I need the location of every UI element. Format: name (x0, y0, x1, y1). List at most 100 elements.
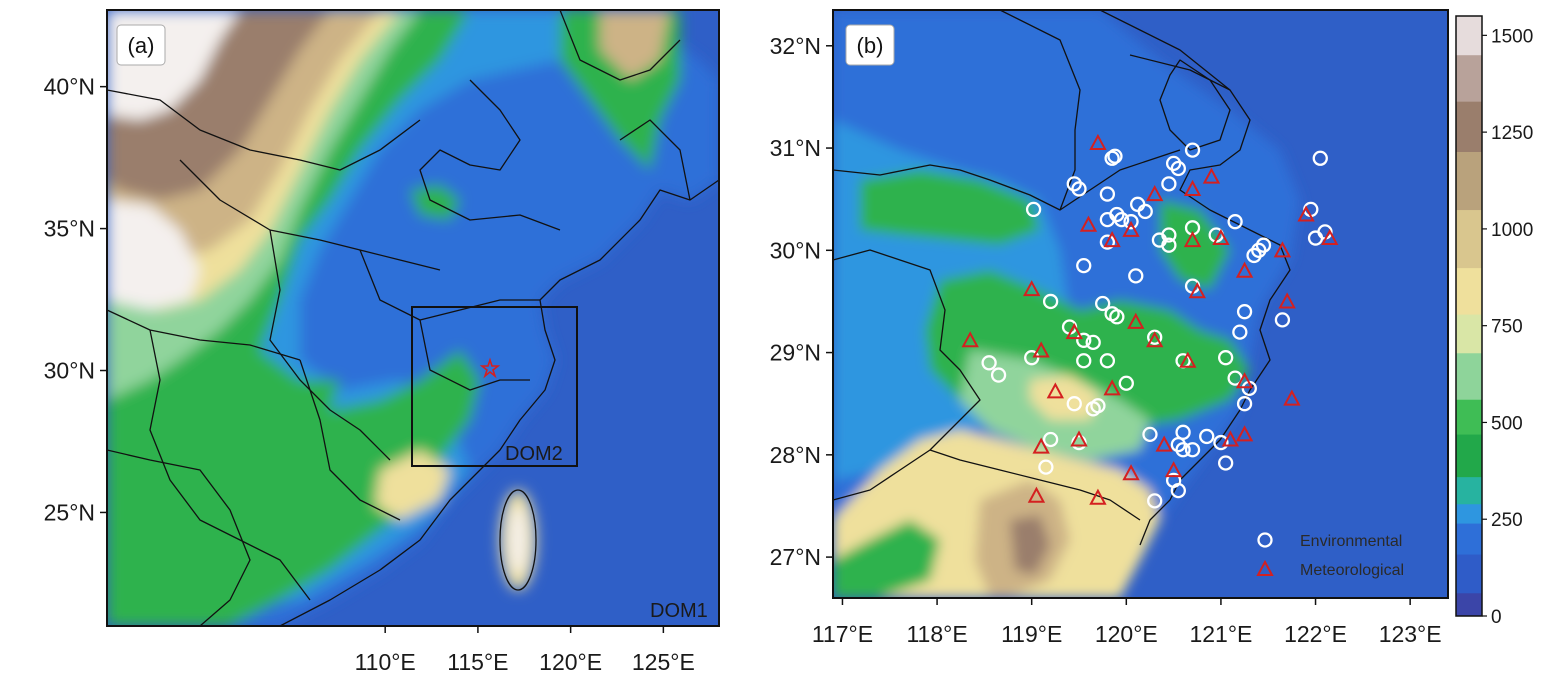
environmental-station-marker (1236, 396, 1253, 412)
land-mountain-peak-west (107, 200, 200, 310)
colorbar-tick-label: 500 (1491, 413, 1523, 434)
environmental-station-marker (1274, 312, 1291, 328)
lat-tick-label: 40°N (44, 74, 95, 100)
environmental-station-marker (1161, 237, 1177, 253)
boundary-9 (107, 449, 251, 626)
lat-tick-label: 35°N (44, 216, 95, 242)
environmental-station-marker (1118, 375, 1134, 391)
colorbar-bands (1456, 16, 1482, 617)
environmental-station-marker (1076, 258, 1092, 274)
environmental-station-marker (1085, 334, 1101, 350)
meteorological-station-marker (1032, 341, 1050, 358)
panel-b-tag-text: (b) (857, 33, 884, 58)
meteorological-station-marker (1027, 486, 1046, 503)
environmental-station-marker (1175, 424, 1191, 440)
coastline-taiwan (499, 489, 537, 591)
meteorological-station-marker (1183, 179, 1202, 196)
boundary-11 (619, 119, 691, 201)
meteorological-station-marker (1103, 230, 1121, 248)
panel-b-boundaries (833, 10, 1291, 546)
meteorological-station-marker (1273, 241, 1292, 258)
environmental-station-marker (1218, 350, 1234, 366)
b-boundary-south (929, 449, 1141, 521)
panel-b-frame (832, 9, 1449, 599)
meteorological-station-marker (1164, 461, 1183, 478)
site-star-marker (479, 357, 501, 379)
b-boundary-west (833, 249, 981, 501)
lon-tick-label: 115°E (447, 649, 508, 675)
lon-tick-label: 117°E (812, 621, 873, 647)
meteorological-station-marker (1089, 488, 1107, 505)
meteorological-station-marker (1046, 382, 1065, 399)
colorbar-band (1456, 523, 1482, 555)
colorbar-band (1456, 314, 1482, 354)
environmental-station-marker (1107, 148, 1123, 164)
land-upland-yellow-southeast (375, 450, 450, 520)
boundary-6 (299, 359, 401, 521)
dom2-label: DOM2 (505, 443, 563, 465)
lon-tick-label: 123°E (1379, 621, 1442, 647)
meteorological-station-marker (1023, 280, 1041, 297)
environmental-station-marker (1066, 396, 1082, 412)
meteorological-station-marker (1235, 372, 1254, 389)
meteorological-station-marker (1235, 261, 1254, 278)
environmental-station-marker (1109, 309, 1125, 325)
meteorological-station-marker (1065, 323, 1083, 340)
environmental-station-marker (1255, 237, 1272, 253)
meteorological-station-marker (1179, 351, 1197, 368)
panel-a-boundaries (107, 10, 719, 626)
meteorological-station-marker (1089, 133, 1107, 150)
boundary-10 (559, 10, 681, 81)
boundary-7 (359, 249, 540, 321)
colorbar-band (1456, 503, 1482, 524)
lon-tick-label: 125°E (632, 649, 695, 675)
panel-a-frame (106, 9, 720, 627)
environmental-station-marker (1076, 332, 1092, 348)
colorbar-tick-label: 1250 (1491, 123, 1533, 144)
colorbar-band (1456, 209, 1482, 269)
environmental-station-marker (1147, 493, 1163, 509)
colorbar-band (1456, 554, 1482, 594)
meteorological-station-marker (1103, 379, 1121, 396)
meteorological-station-marker (1212, 228, 1230, 246)
colorbar-band (1456, 101, 1482, 152)
meteorological-station-marker (1079, 215, 1098, 232)
environmental-station-marker (1236, 304, 1253, 320)
lon-tick-label: 110°E (355, 649, 416, 675)
environmental-station-marker (1170, 482, 1186, 499)
meteorological-station-marker (1188, 282, 1206, 299)
colorbar-band (1456, 151, 1482, 211)
environmental-station-marker (1024, 350, 1040, 366)
meteorological-station-marker (1070, 430, 1088, 447)
lon-tick-label: 119°E (1001, 621, 1062, 647)
environmental-station-marker (1184, 442, 1201, 458)
colorbar-band (1456, 54, 1482, 102)
environmental-station-marker (1038, 459, 1054, 475)
meteorological-station-marker (1278, 292, 1296, 309)
lon-tick-label: 118°E (906, 621, 967, 647)
land-mountain-northeast (600, 10, 670, 80)
meteorological-station-marker (1283, 389, 1301, 406)
boundary-3 (269, 229, 391, 461)
lat-tick-label: 31°N (770, 135, 821, 161)
lat-tick-label: 25°N (44, 499, 95, 525)
panel-b-legend: Environmental Meteorological (1256, 532, 1404, 579)
environmental-station-marker (1128, 268, 1144, 284)
boundary-4 (107, 309, 301, 361)
panel-a-tag: (a) (116, 24, 166, 66)
environmental-station-marker (1175, 442, 1191, 458)
b-land-mountain-brown (1010, 515, 1050, 575)
dom2-box (411, 306, 578, 467)
environmental-station-marker (1170, 160, 1186, 177)
panel-b-terrain (833, 10, 1300, 598)
meteorological-station-marker (1321, 228, 1339, 246)
meteorological-station-marker (1183, 230, 1202, 248)
environmental-station-marker (1025, 201, 1042, 218)
meteorological-station-marker (1297, 205, 1315, 222)
lon-tick-label: 120°E (539, 649, 602, 675)
environmental-station-marker (1161, 176, 1177, 192)
meteorological-station-marker (1155, 435, 1173, 452)
b-land-hills-north (860, 170, 1040, 245)
colorbar-band (1456, 16, 1482, 56)
meteorological-station-marker (1221, 430, 1240, 447)
